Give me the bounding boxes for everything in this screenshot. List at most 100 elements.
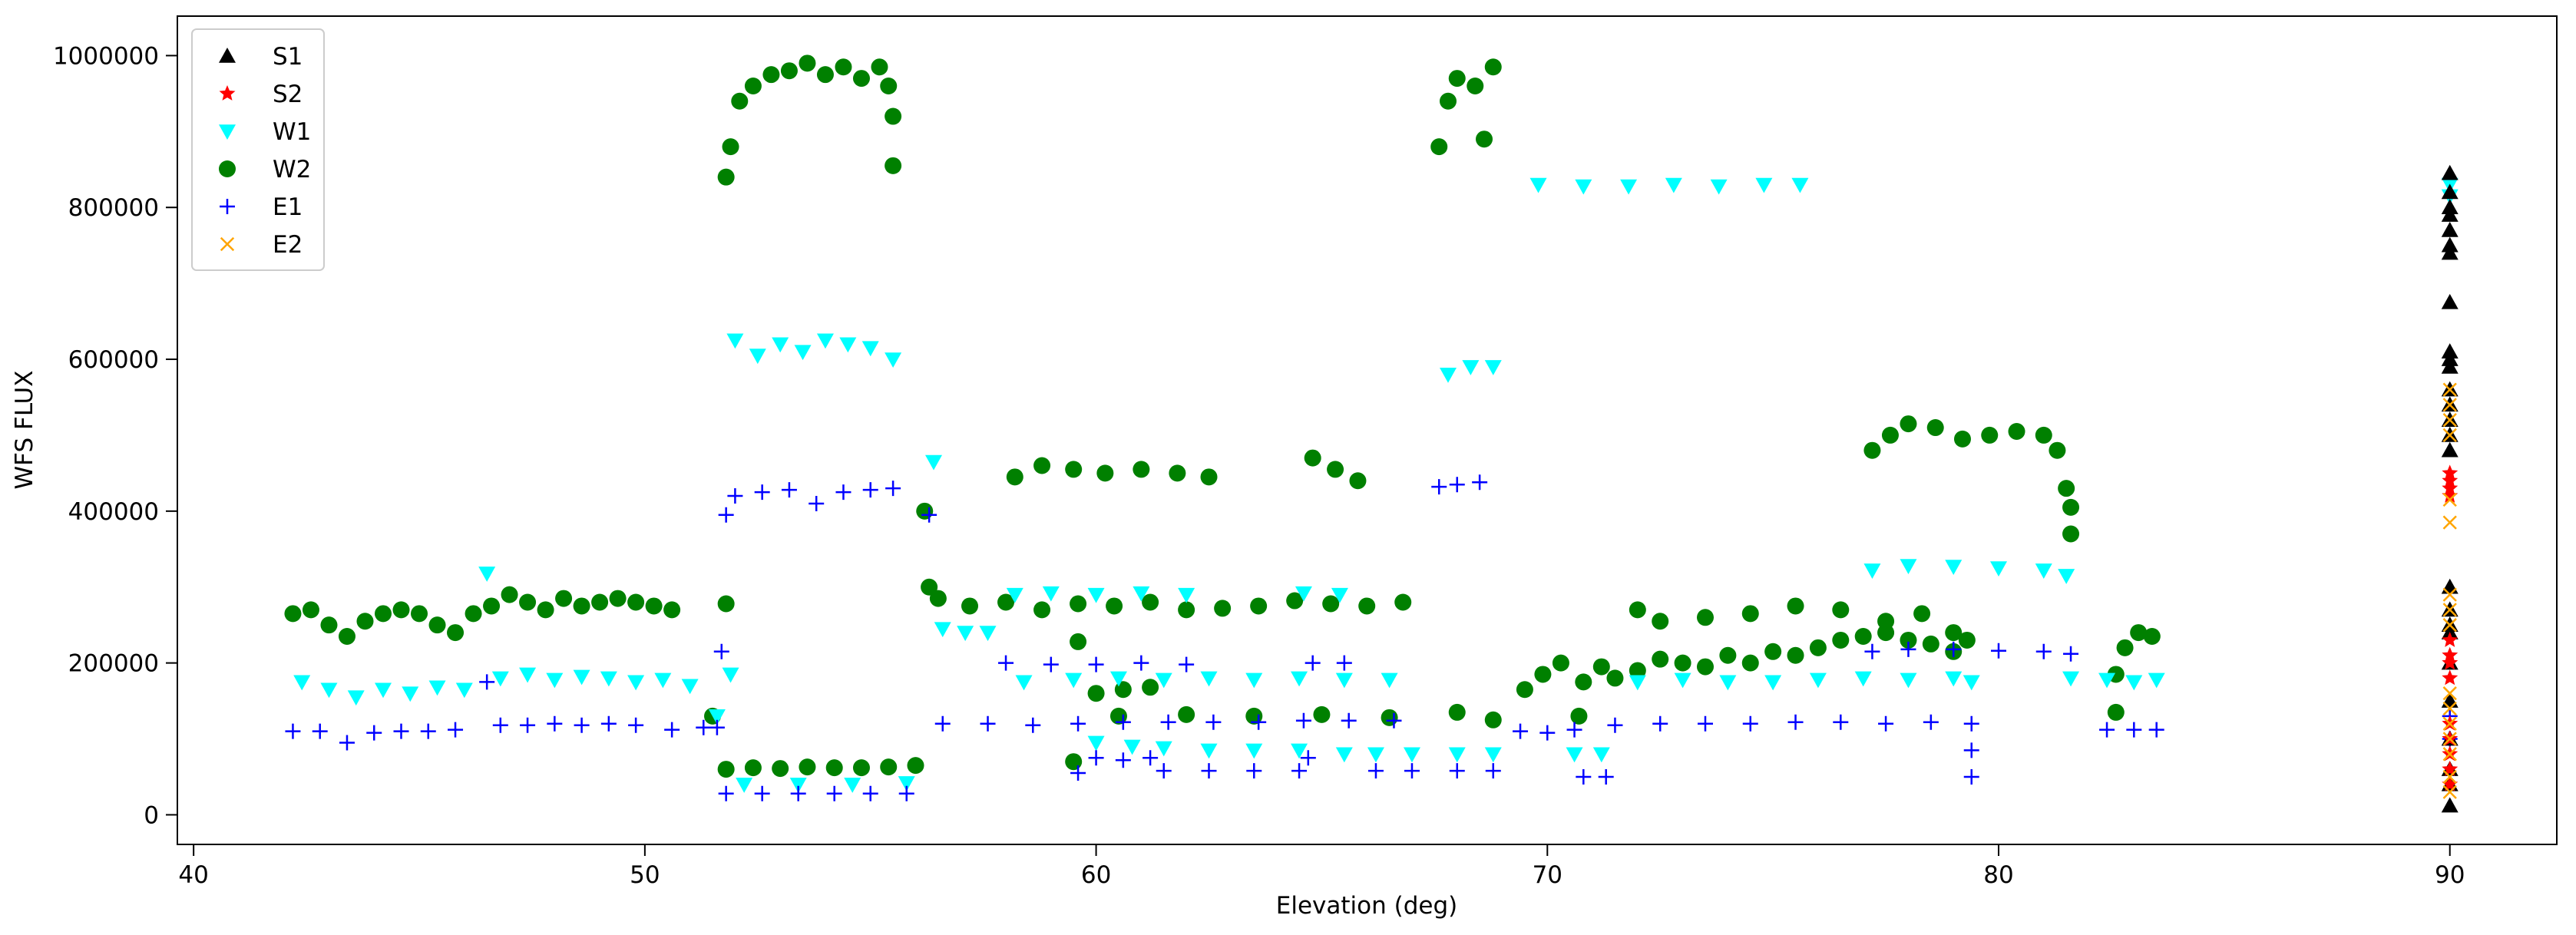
point — [1201, 763, 1217, 779]
point — [1065, 753, 1083, 771]
point — [722, 667, 739, 683]
point — [1953, 430, 1971, 448]
point — [374, 682, 392, 699]
point — [1200, 743, 1218, 759]
point — [1006, 587, 1023, 603]
point — [2442, 716, 2457, 731]
point — [2442, 654, 2459, 670]
point — [1913, 605, 1931, 623]
point — [1484, 747, 1502, 763]
point — [1300, 750, 1316, 766]
point — [2143, 628, 2161, 646]
point — [1566, 722, 1582, 738]
point — [1945, 624, 1963, 642]
point — [1214, 600, 1232, 617]
point — [1566, 747, 1583, 763]
point — [2049, 441, 2066, 459]
point — [285, 723, 301, 739]
point — [772, 337, 789, 353]
point — [1155, 672, 1172, 689]
point — [501, 586, 518, 603]
x-tick-label: 40 — [178, 861, 208, 889]
point — [573, 669, 590, 686]
point — [1358, 597, 1376, 615]
x-tick-label: 90 — [2435, 861, 2465, 889]
point — [2442, 747, 2457, 762]
point — [1133, 655, 1149, 671]
point — [1719, 646, 1737, 664]
point — [1575, 673, 1592, 691]
point — [312, 723, 328, 739]
point — [546, 672, 564, 689]
point — [1033, 601, 1051, 619]
point — [393, 723, 409, 739]
point — [1178, 705, 1195, 723]
point — [789, 778, 807, 793]
point — [492, 717, 508, 733]
point — [717, 595, 735, 613]
point — [1367, 747, 1384, 763]
point — [1133, 461, 1150, 478]
point — [2130, 624, 2148, 642]
point — [2441, 206, 2459, 222]
point — [2442, 769, 2457, 785]
point — [934, 715, 951, 732]
point — [722, 138, 739, 156]
point — [718, 507, 734, 523]
point — [1552, 654, 1569, 672]
point — [411, 605, 428, 623]
point — [1142, 679, 1159, 696]
point — [645, 597, 663, 615]
point — [2442, 398, 2457, 412]
point — [320, 616, 338, 634]
point — [1449, 477, 1465, 493]
point — [1088, 656, 1104, 672]
point — [2441, 358, 2459, 374]
point — [998, 655, 1014, 671]
point — [448, 722, 464, 738]
point — [428, 680, 446, 696]
point — [717, 761, 735, 778]
point — [1250, 597, 1268, 615]
point — [1741, 654, 1759, 672]
point — [1484, 711, 1502, 729]
point — [1945, 671, 1963, 687]
point — [709, 719, 725, 735]
point — [979, 626, 997, 642]
legend-label: S1 — [273, 43, 303, 71]
point — [320, 682, 338, 699]
point — [1394, 593, 1412, 611]
point — [1033, 457, 1051, 474]
point — [790, 785, 806, 801]
point — [1833, 714, 1849, 730]
point — [1881, 426, 1899, 444]
point — [718, 785, 734, 801]
point — [1448, 703, 1466, 721]
point — [1178, 587, 1195, 603]
point — [1864, 643, 1880, 659]
point — [1787, 597, 1804, 615]
point — [1331, 587, 1348, 603]
point — [1291, 763, 1308, 779]
point — [1295, 586, 1312, 602]
x-axis-label: Elevation (deg) — [1276, 892, 1457, 920]
point — [1926, 419, 1944, 437]
point — [1043, 656, 1059, 672]
point — [1087, 735, 1105, 752]
point — [2442, 632, 2459, 647]
point — [1096, 464, 1114, 482]
point — [1403, 747, 1420, 763]
point — [483, 597, 501, 615]
legend-label: E2 — [273, 231, 303, 259]
point — [1513, 723, 1529, 739]
point — [2062, 671, 2080, 687]
point — [1945, 560, 1963, 576]
point — [1963, 715, 1979, 732]
point — [1123, 739, 1141, 755]
point — [455, 682, 473, 699]
point — [1863, 563, 1881, 579]
point — [727, 488, 743, 504]
point — [1981, 426, 1999, 444]
